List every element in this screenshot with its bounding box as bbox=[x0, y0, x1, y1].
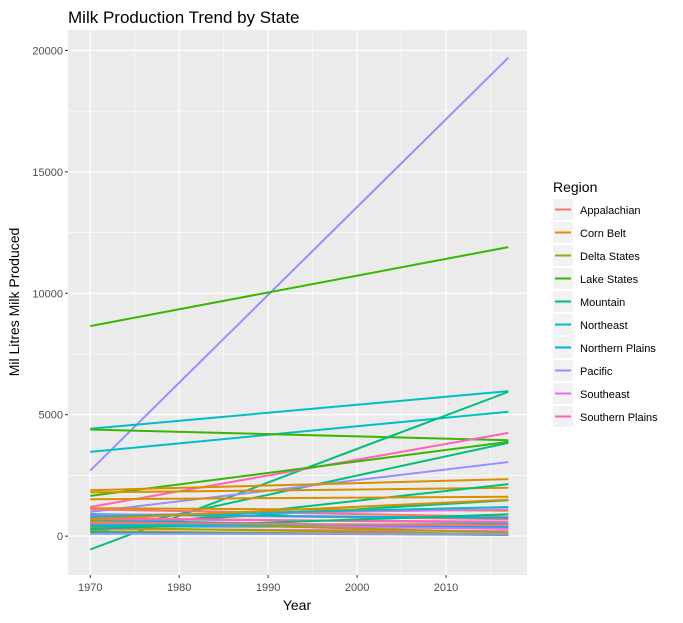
y-tick-label: 0 bbox=[57, 531, 63, 543]
legend-label: Northeast bbox=[580, 320, 628, 332]
legend-label: Mountain bbox=[580, 297, 625, 309]
x-axis-title: Year bbox=[283, 597, 312, 613]
x-tick-label: 1980 bbox=[167, 582, 191, 594]
legend-label: Pacific bbox=[580, 366, 613, 378]
y-tick-label: 20000 bbox=[32, 45, 63, 57]
x-tick-label: 1970 bbox=[78, 582, 102, 594]
legend-label: Southeast bbox=[580, 389, 630, 401]
y-axis-title: Mil Litres Milk Produced bbox=[6, 228, 22, 377]
y-tick-label: 10000 bbox=[32, 288, 63, 300]
y-tick-label: 5000 bbox=[39, 410, 63, 422]
legend-label: Corn Belt bbox=[580, 228, 626, 240]
x-tick-label: 1990 bbox=[256, 582, 280, 594]
x-tick-label: 2000 bbox=[345, 582, 369, 594]
y-tick-label: 15000 bbox=[32, 167, 63, 179]
legend-label: Delta States bbox=[580, 251, 640, 263]
legend-label: Northern Plains bbox=[580, 343, 656, 355]
x-tick-label: 2010 bbox=[434, 582, 458, 594]
plot-panel bbox=[68, 30, 527, 575]
legend-title: Region bbox=[553, 179, 597, 195]
legend-label: Appalachian bbox=[580, 205, 641, 217]
chart-title: Milk Production Trend by State bbox=[68, 8, 300, 27]
legend-label: Lake States bbox=[580, 274, 639, 286]
legend-label: Southern Plains bbox=[580, 412, 658, 424]
